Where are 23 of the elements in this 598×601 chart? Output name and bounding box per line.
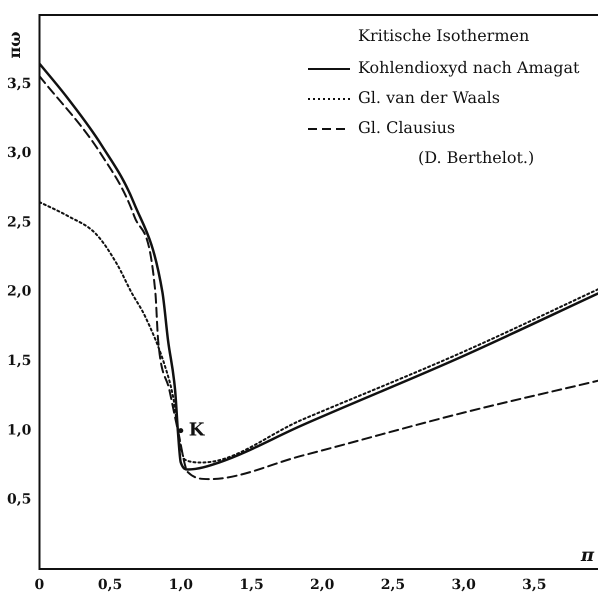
annotation: K xyxy=(188,419,206,440)
annotation: (D. Berthelot.) xyxy=(418,148,534,168)
x-tick-label: 1,0 xyxy=(168,577,194,594)
x-tick-label: 3,0 xyxy=(451,577,476,594)
x-tick-label: 0,5 xyxy=(98,577,122,594)
y-tick-label: 2,5 xyxy=(6,214,32,230)
legend-label: Gl. van der Waals xyxy=(358,88,500,108)
x-tick-label: 0 xyxy=(34,577,44,594)
x-tick-label: 3,5 xyxy=(522,577,547,594)
y-tick-label: 2,0 xyxy=(6,284,32,300)
x-axis-title: π xyxy=(580,544,595,566)
x-tick-label: 2,5 xyxy=(380,577,406,594)
y-tick-label: 3,5 xyxy=(6,76,32,92)
legend-title: Kritische Isothermen xyxy=(358,26,530,46)
y-tick-label: 0,5 xyxy=(6,492,32,508)
legend-label: Kohlendioxyd nach Amagat xyxy=(358,58,580,78)
x-tick-label: 1,5 xyxy=(239,577,264,594)
y-tick-label: 1,5 xyxy=(6,353,32,370)
y-tick-label: 3,0 xyxy=(6,145,32,162)
x-tick-label: 2,0 xyxy=(310,577,335,594)
legend-label: Gl. Clausius xyxy=(358,118,456,138)
y-tick-label: 1,0 xyxy=(6,422,32,438)
y-axis-title: πω xyxy=(5,32,24,58)
